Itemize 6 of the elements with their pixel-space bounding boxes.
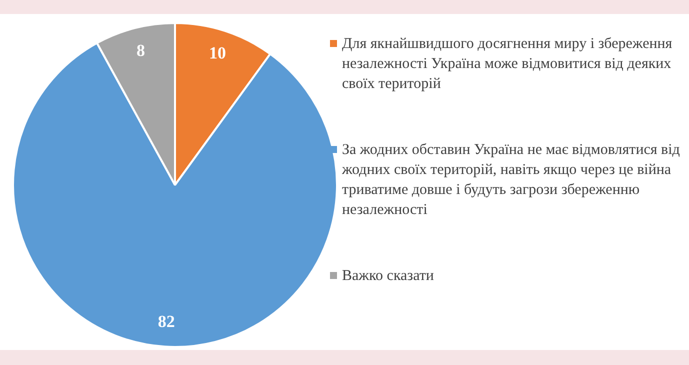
data-label: 82 bbox=[158, 312, 175, 331]
data-label: 10 bbox=[209, 43, 226, 62]
legend-label: Для якнайшвидшого досягнення миру і збереження незалежності Україна може відмовитися від деяких своїх територій bbox=[342, 36, 672, 92]
legend-label: Важко сказати bbox=[342, 268, 434, 284]
data-label: 8 bbox=[136, 41, 146, 60]
legend-label: За жодних обставин Україна не має відмовлятися від жодних своїх територій, навіть якщо через це війна триватиме довше і будуть загрози збереженню незалежності bbox=[342, 142, 680, 218]
